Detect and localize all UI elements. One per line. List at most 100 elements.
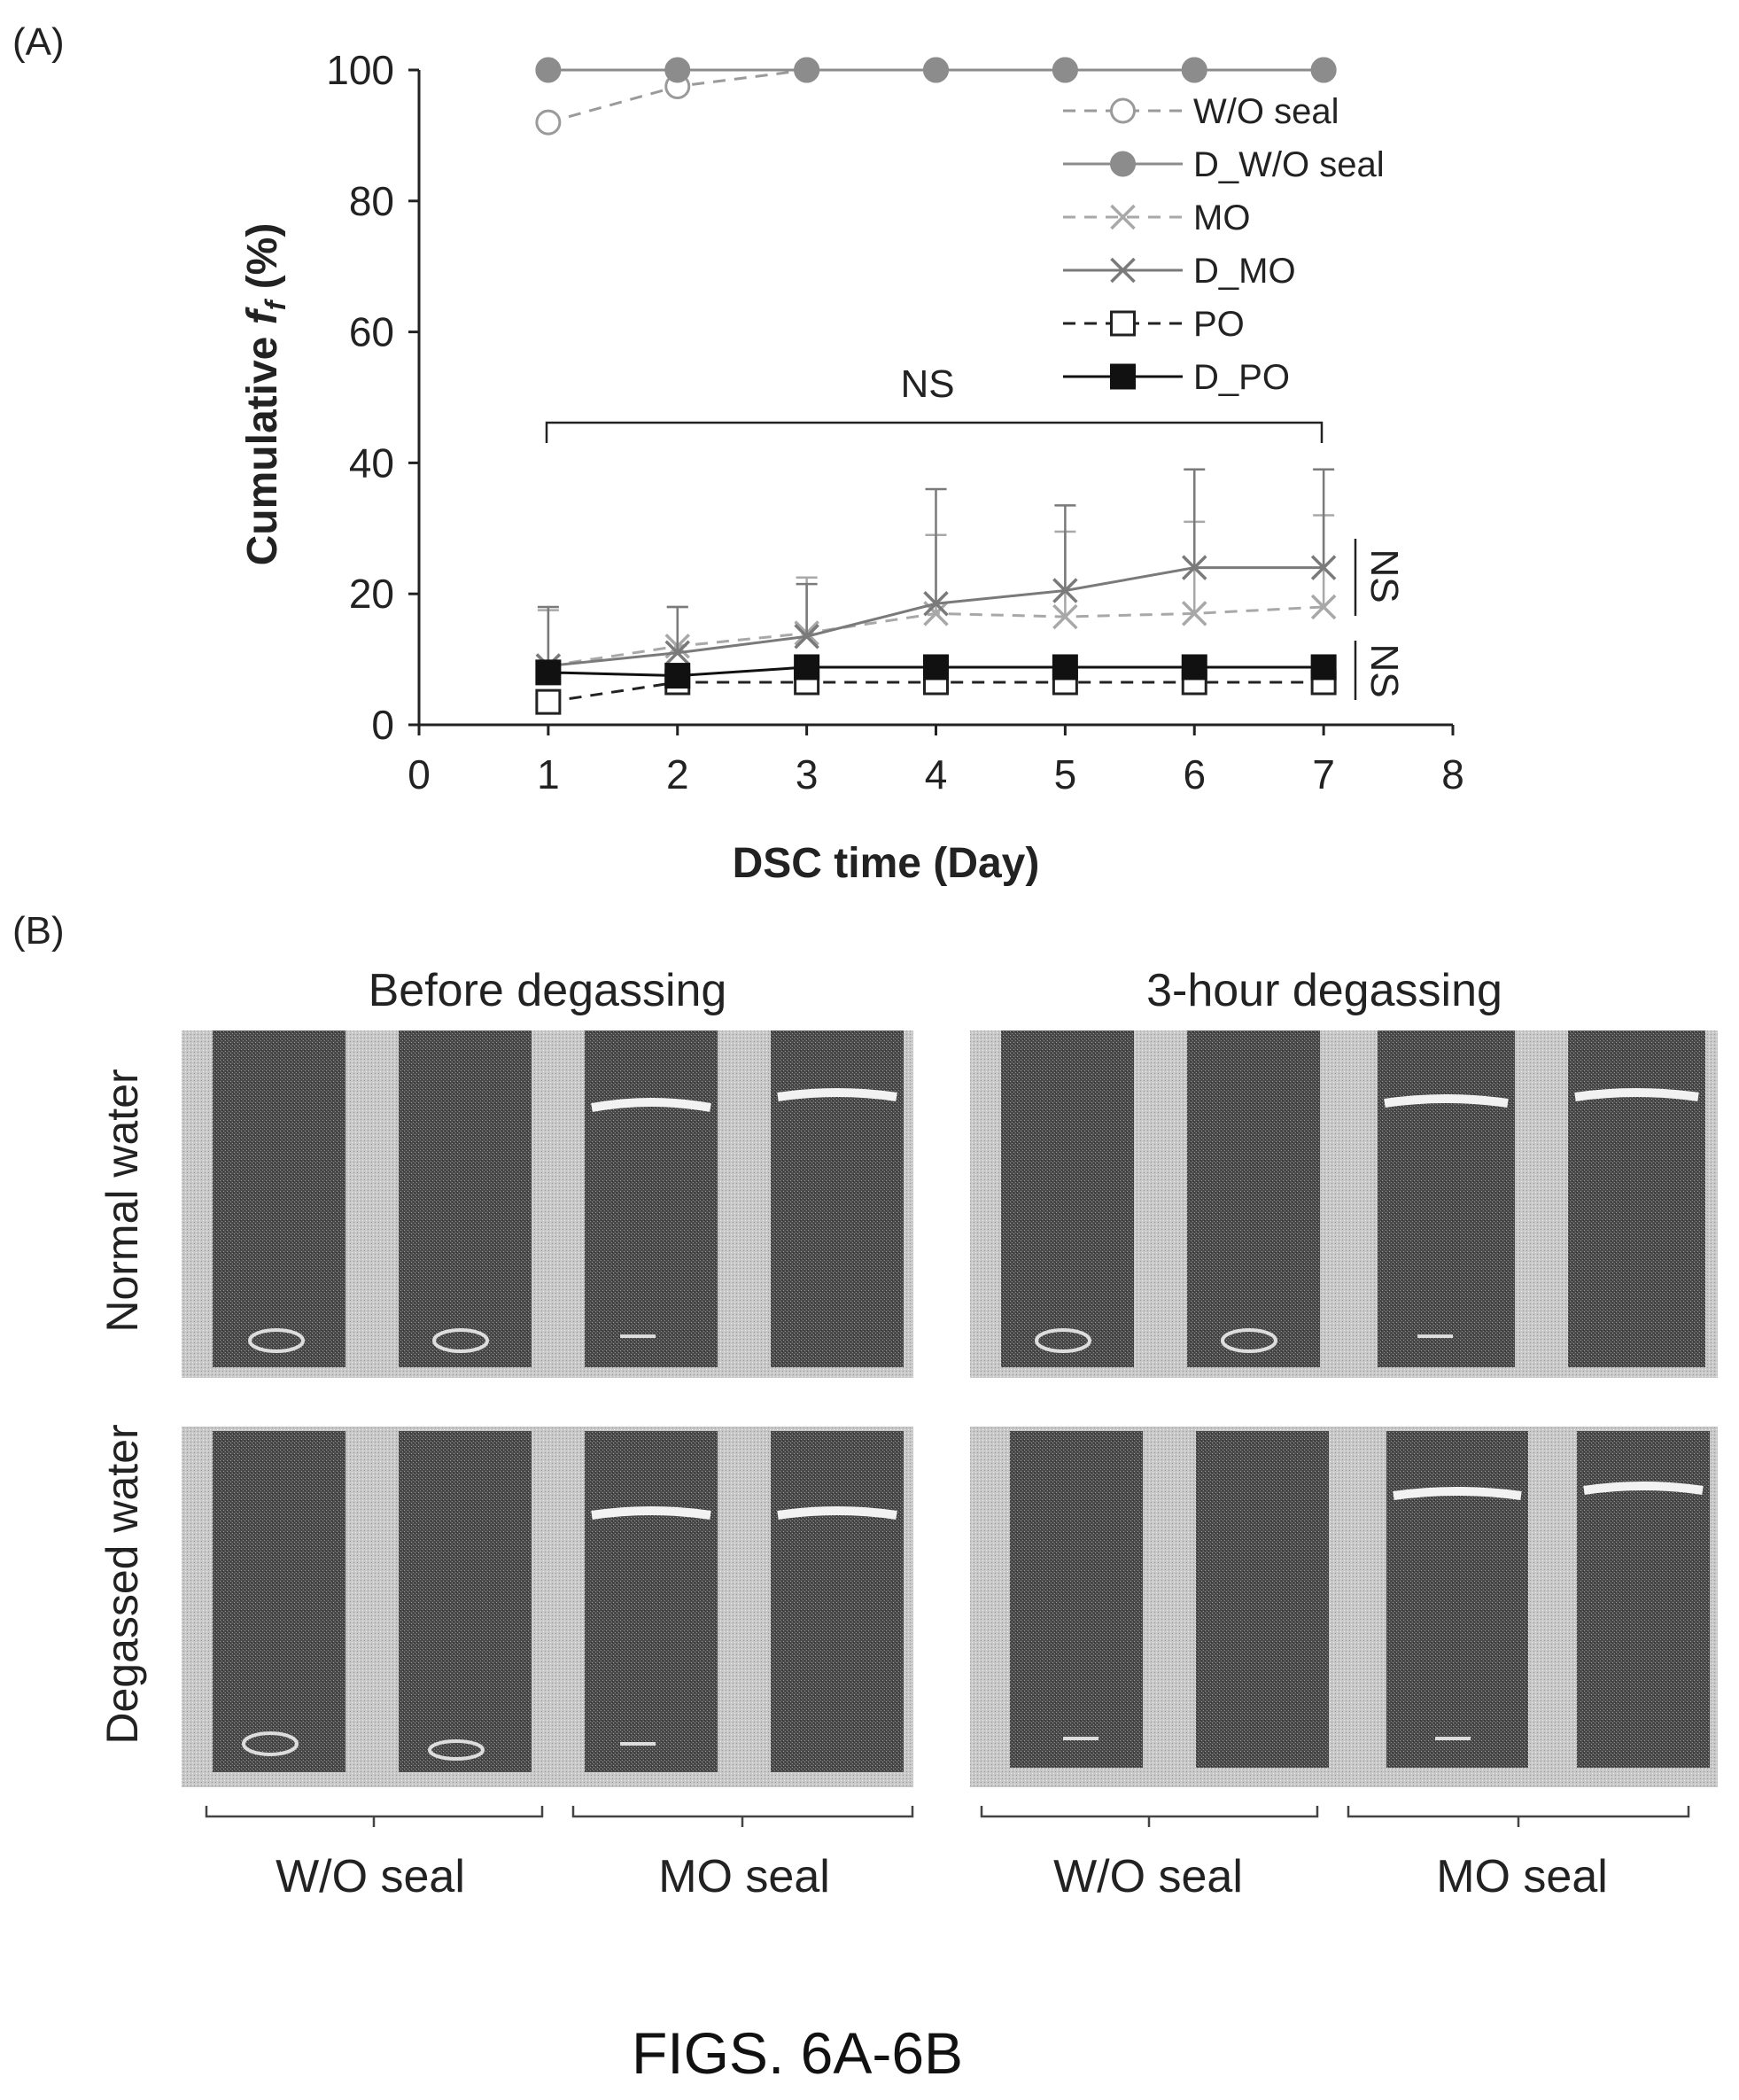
data-point (1310, 654, 1337, 681)
oil-meniscus (777, 1088, 897, 1101)
x-tick-label: 2 (666, 751, 689, 797)
ns-bracket-top (545, 421, 1324, 443)
data-point (664, 57, 691, 83)
data-point (1052, 578, 1078, 603)
x-tick-label: 6 (1183, 751, 1206, 797)
vial (771, 1431, 904, 1772)
legend-swatch-marker (1110, 97, 1136, 124)
x-axis-title: DSC time (Day) (733, 840, 1040, 887)
data-point (1310, 57, 1337, 83)
legend-swatch-marker (1110, 310, 1136, 337)
data-point (1181, 654, 1207, 681)
vials-degas-degassed (1010, 1431, 1710, 1768)
row-label-degassed-water: Degassed water (97, 1424, 147, 1744)
legend-swatch-marker (1110, 151, 1136, 177)
y-tick-label: 100 (326, 47, 394, 93)
data-point (1182, 601, 1207, 626)
ns-label-po: NS (1362, 643, 1406, 697)
data-point (664, 663, 691, 689)
chart-a: 0 20 40 60 80 100 0 1 2 3 4 5 6 7 8 Cumulative ff (%)… (239, 47, 1464, 887)
legend-label: D_W/O seal (1193, 145, 1385, 184)
oil-meniscus (777, 1506, 897, 1520)
legend-item: D_W/O seal (1063, 145, 1385, 184)
oil-meniscus (1384, 1094, 1509, 1108)
data-point (535, 57, 562, 83)
panel-a-label: (A) (12, 20, 65, 64)
group-bracket-wo-seal-2 (980, 1806, 1319, 1827)
data-point (535, 688, 562, 715)
y-tick-label: 40 (349, 439, 394, 486)
legend-swatch-marker (1110, 257, 1136, 284)
y-tick-label: 20 (349, 571, 394, 617)
vial (1386, 1431, 1528, 1768)
series-d-w-o-seal (535, 57, 1337, 83)
vial (213, 1431, 345, 1772)
data-point (923, 654, 949, 681)
data-point (794, 57, 820, 83)
y-tick-label: 0 (371, 702, 394, 748)
y-axis-title-text: Cumulative (239, 337, 286, 566)
panel-b-label: (B) (12, 909, 65, 953)
column-title-before: Before degassing (369, 965, 727, 1016)
data-point (535, 109, 562, 136)
vial (585, 1031, 718, 1367)
group-label-mo-seal-1: MO seal (658, 1851, 830, 1902)
group-label-mo-seal-2: MO seal (1436, 1851, 1608, 1902)
vial-bottom (1035, 1328, 1091, 1353)
group-bracket-mo-seal-2 (1347, 1806, 1690, 1827)
data-point (1310, 594, 1337, 620)
data-point (1181, 57, 1207, 83)
data-point (664, 640, 690, 665)
legend: W/O seal D_W/O seal MO D_MO PO D_PO (1063, 92, 1385, 397)
x-tick-label: 8 (1441, 751, 1464, 797)
y-axis-title-subscript: f (260, 298, 291, 310)
data-point (1182, 555, 1207, 580)
data-point (535, 659, 562, 686)
oil-meniscus (1393, 1487, 1522, 1500)
data-point (923, 591, 949, 617)
legend-label: MO (1193, 198, 1250, 237)
oil-meniscus (591, 1506, 711, 1520)
x-tick-label: 1 (537, 751, 560, 797)
vial (1010, 1431, 1143, 1768)
data-point (1310, 555, 1337, 580)
y-axis-title-symbol: f (239, 307, 286, 324)
x-tick-label: 5 (1054, 751, 1077, 797)
vial (399, 1031, 532, 1367)
series-d-po (535, 654, 1337, 689)
column-title-degassing: 3-hour degassing (1146, 965, 1502, 1016)
legend-label: W/O seal (1193, 92, 1339, 131)
oil-meniscus (1583, 1482, 1704, 1495)
legend-swatch-marker (1110, 204, 1136, 230)
y-axis-title: Cumulative ff (%) (239, 223, 291, 566)
series-layer (535, 57, 1337, 715)
group-label-wo-seal-2: W/O seal (1053, 1851, 1243, 1902)
vial-bottom (242, 1731, 299, 1756)
legend-label: D_MO (1193, 252, 1296, 291)
x-tick-label: 3 (796, 751, 819, 797)
group-bracket-wo-seal-1 (205, 1806, 544, 1827)
x-axis-ticks: 0 1 2 3 4 5 6 7 8 (408, 725, 1464, 797)
vial-bottom (1221, 1328, 1277, 1353)
vial-bottom (432, 1328, 489, 1353)
vial-bottom (248, 1328, 305, 1353)
x-tick-label: 7 (1312, 751, 1335, 797)
data-point (1052, 57, 1078, 83)
data-point (1052, 603, 1078, 630)
legend-item: MO (1063, 198, 1250, 237)
vial-bottom (428, 1739, 485, 1761)
legend-label: PO (1193, 305, 1245, 344)
vials-before-degassed (213, 1431, 904, 1772)
y-tick-label: 60 (349, 309, 394, 355)
group-label-wo-seal-1: W/O seal (276, 1851, 465, 1902)
ns-label-top: NS (900, 362, 954, 406)
y-axis-ticks: 0 20 40 60 80 100 (326, 47, 419, 748)
vial (1378, 1031, 1515, 1367)
legend-item: W/O seal (1063, 92, 1339, 131)
vial (1187, 1031, 1320, 1367)
vial (585, 1431, 718, 1772)
data-point (923, 57, 949, 83)
legend-label: D_PO (1193, 358, 1290, 397)
legend-item: PO (1063, 305, 1245, 344)
group-bracket-mo-seal-1 (571, 1806, 914, 1827)
